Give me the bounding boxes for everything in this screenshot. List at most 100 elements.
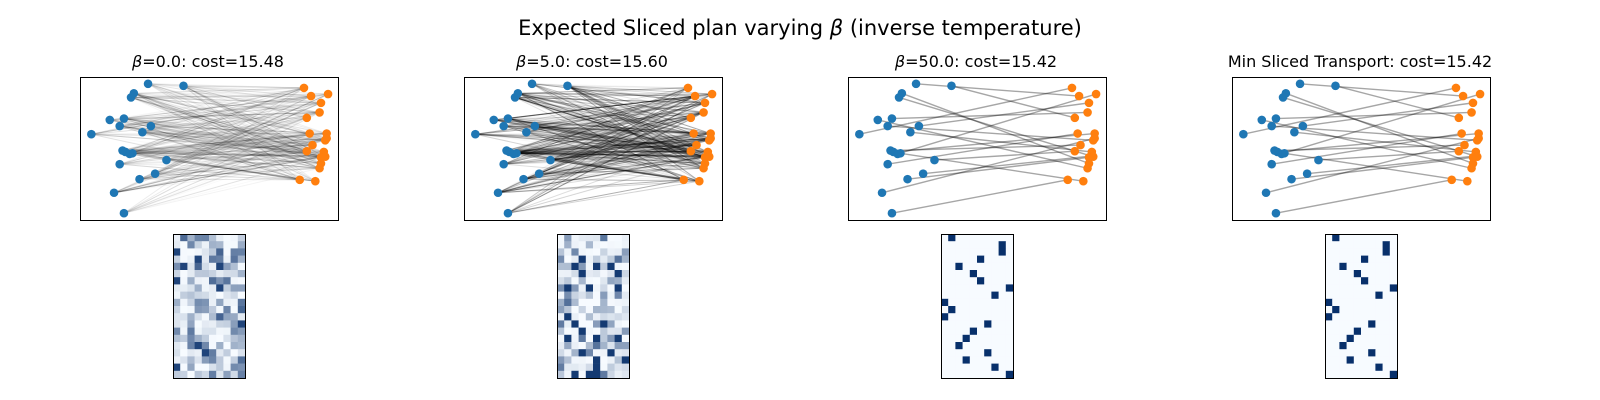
plan-cell bbox=[209, 349, 217, 357]
plan-cell bbox=[991, 342, 999, 350]
plan-cell bbox=[962, 255, 971, 264]
plan-cell bbox=[941, 327, 949, 336]
transport-edge bbox=[515, 93, 713, 98]
plan-cell bbox=[194, 370, 203, 379]
plan-cell bbox=[962, 241, 971, 249]
transport-edge bbox=[526, 131, 710, 158]
plan-cell bbox=[216, 349, 224, 357]
transport-edge bbox=[139, 156, 322, 180]
plan-cell bbox=[571, 342, 579, 350]
transport-edge bbox=[142, 87, 305, 133]
transport-edge bbox=[516, 95, 696, 154]
plan-cell bbox=[1389, 349, 1398, 357]
plan-cell bbox=[173, 370, 181, 379]
transport-edge bbox=[1318, 150, 1459, 161]
plan-cell bbox=[557, 248, 565, 256]
target-point bbox=[1458, 91, 1468, 101]
plan-cell bbox=[593, 313, 601, 321]
transport-edge bbox=[142, 131, 324, 157]
transport-edge bbox=[523, 111, 704, 180]
transport-edge bbox=[531, 83, 700, 182]
plan-cell bbox=[230, 241, 239, 249]
transport-edge bbox=[122, 150, 324, 157]
target-point bbox=[1460, 140, 1469, 150]
plan-cell bbox=[614, 234, 623, 242]
plan-cell bbox=[1346, 255, 1355, 264]
plan-cell bbox=[571, 370, 579, 379]
target-point bbox=[699, 108, 708, 117]
plan-cell bbox=[571, 234, 579, 242]
plan-cell bbox=[578, 334, 587, 343]
plan-cell bbox=[1361, 363, 1369, 372]
plan-cell bbox=[180, 234, 188, 242]
transport-edge bbox=[532, 83, 713, 95]
plan-cell bbox=[237, 255, 246, 264]
plan-cell bbox=[194, 241, 203, 249]
transport-edge bbox=[475, 102, 706, 135]
plan-cell bbox=[1005, 284, 1014, 292]
plan-cell bbox=[941, 342, 949, 350]
plan-cell bbox=[1325, 306, 1333, 314]
plan-cell bbox=[600, 306, 608, 314]
plan-cell bbox=[998, 284, 1007, 292]
transport-edge bbox=[493, 119, 710, 141]
plan-cell bbox=[955, 327, 963, 336]
transport-edge bbox=[516, 133, 711, 154]
plan-cell bbox=[991, 320, 999, 328]
transport-edge bbox=[509, 137, 711, 153]
plan-cell bbox=[1375, 349, 1383, 357]
plan-cell bbox=[180, 277, 188, 285]
plan-cell bbox=[941, 277, 949, 285]
transport-edge bbox=[507, 118, 697, 146]
plan-cell bbox=[237, 363, 246, 372]
transport-edge bbox=[119, 117, 307, 165]
plan-cell bbox=[237, 327, 246, 336]
plan-cell bbox=[173, 241, 181, 249]
plan-cell bbox=[187, 277, 195, 285]
transport-edge bbox=[150, 125, 316, 182]
plan-cell bbox=[571, 363, 579, 372]
plan-cell bbox=[1325, 262, 1333, 271]
plan-cell bbox=[1005, 306, 1014, 314]
target-point bbox=[1463, 176, 1472, 186]
plan-cell bbox=[571, 349, 579, 357]
source-point bbox=[503, 208, 513, 218]
source-point bbox=[1314, 155, 1323, 165]
transport-edge bbox=[119, 125, 320, 169]
transport-edge bbox=[142, 131, 322, 158]
plan-cell bbox=[969, 241, 978, 249]
plan-cell bbox=[998, 327, 1007, 336]
transport-edge bbox=[517, 92, 691, 152]
transport-edge bbox=[113, 139, 326, 194]
transport-edge bbox=[507, 118, 706, 158]
plan-cell bbox=[223, 327, 231, 336]
plan-cell bbox=[955, 255, 963, 264]
plan-cell bbox=[998, 248, 1007, 256]
plan-cell bbox=[600, 234, 608, 242]
plan-cell bbox=[216, 298, 224, 307]
transport-edge bbox=[133, 92, 322, 164]
plan-cell bbox=[1339, 262, 1347, 271]
transport-edge bbox=[91, 111, 320, 135]
transport-edge bbox=[113, 133, 327, 194]
source-point bbox=[1287, 174, 1296, 184]
plan-cell bbox=[216, 306, 224, 314]
plan-cell bbox=[230, 291, 239, 300]
transport-edge bbox=[538, 102, 706, 175]
plan-cell bbox=[955, 320, 963, 328]
plan-cell bbox=[941, 298, 949, 307]
plan-cell bbox=[201, 320, 210, 328]
plan-cell bbox=[180, 298, 188, 307]
transport-edge bbox=[123, 144, 313, 214]
transport-edge bbox=[133, 92, 313, 146]
plan-cell bbox=[1375, 248, 1383, 256]
source-point bbox=[563, 81, 572, 91]
plan-cell bbox=[955, 262, 963, 271]
transport-edge bbox=[475, 133, 697, 146]
plan-cell bbox=[557, 327, 565, 336]
plan-cell bbox=[984, 356, 992, 364]
plan-cell bbox=[1382, 342, 1391, 350]
transport-edge bbox=[133, 92, 310, 135]
transport-edge bbox=[531, 83, 694, 134]
transport-edge bbox=[139, 150, 307, 180]
